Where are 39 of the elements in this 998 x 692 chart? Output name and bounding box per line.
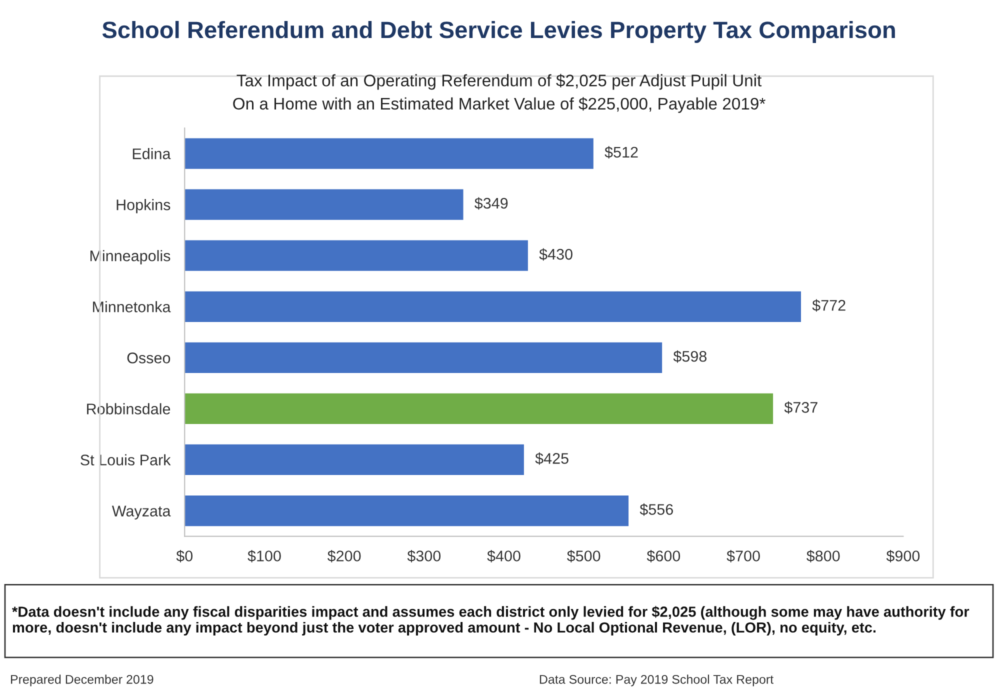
- bar: [184, 138, 594, 169]
- x-tick-label: $400: [487, 550, 520, 562]
- x-tick-label: $800: [806, 550, 840, 562]
- y-tick-label: Osseo: [127, 352, 170, 364]
- y-tick-label: Wayzata: [112, 506, 171, 520]
- x-tick-label: $500: [567, 550, 600, 562]
- data-label: $425: [535, 452, 568, 465]
- y-tick-label: Minneapolis: [90, 250, 170, 264]
- data-label: $349: [474, 197, 508, 210]
- y-tick-label: St Louis Park: [80, 454, 171, 466]
- data-label: $772: [812, 299, 846, 312]
- bar: [184, 444, 524, 476]
- bar: [184, 495, 629, 526]
- y-tick-label: Minnetonka: [93, 301, 171, 312]
- data-label: $430: [539, 248, 572, 261]
- bar: [184, 240, 528, 271]
- chart-title: School Referendum and Debt Service Levies Property Tax Comparison: [102, 20, 895, 43]
- bar: [184, 342, 662, 373]
- x-tick-label: $600: [646, 550, 680, 562]
- bar: [184, 393, 774, 424]
- x-tick-label: $900: [886, 550, 920, 562]
- x-tick-label: $0: [176, 550, 193, 562]
- bar: [184, 189, 464, 220]
- x-tick-label: $300: [407, 550, 441, 562]
- data-label: $556: [640, 503, 673, 516]
- chart-subtitle: Tax Impact of an Operating Referendum of $2,025 per Adjust Pupil Unit On a Home with an Estimated Market Value of $225,000, Payable 2019*: [233, 74, 766, 113]
- source-note: Data Source: Pay 2019 School Tax Report: [540, 674, 774, 686]
- data-label: $737: [784, 401, 818, 414]
- y-tick-label: Hopkins: [116, 199, 170, 214]
- y-tick-label: Edina: [132, 148, 171, 160]
- x-tick-label: $100: [248, 550, 281, 562]
- data-label: $598: [673, 350, 707, 363]
- data-label: $512: [604, 146, 638, 159]
- x-tick-label: $700: [726, 550, 760, 562]
- text: *Data doesn't include any fiscal disparities impact and assumes each district only levied for $2,025 (although some may have authority for more, doesn't include any impact beyond just the voter approved amount - No Local Optional Revenue, (LOR), no equity, etc.: [12, 606, 970, 636]
- bar: [184, 291, 801, 322]
- text: Prepared December 2019: [11, 674, 154, 686]
- x-tick-label: $200: [327, 550, 361, 562]
- y-tick-label: Robbinsdale: [87, 403, 170, 414]
